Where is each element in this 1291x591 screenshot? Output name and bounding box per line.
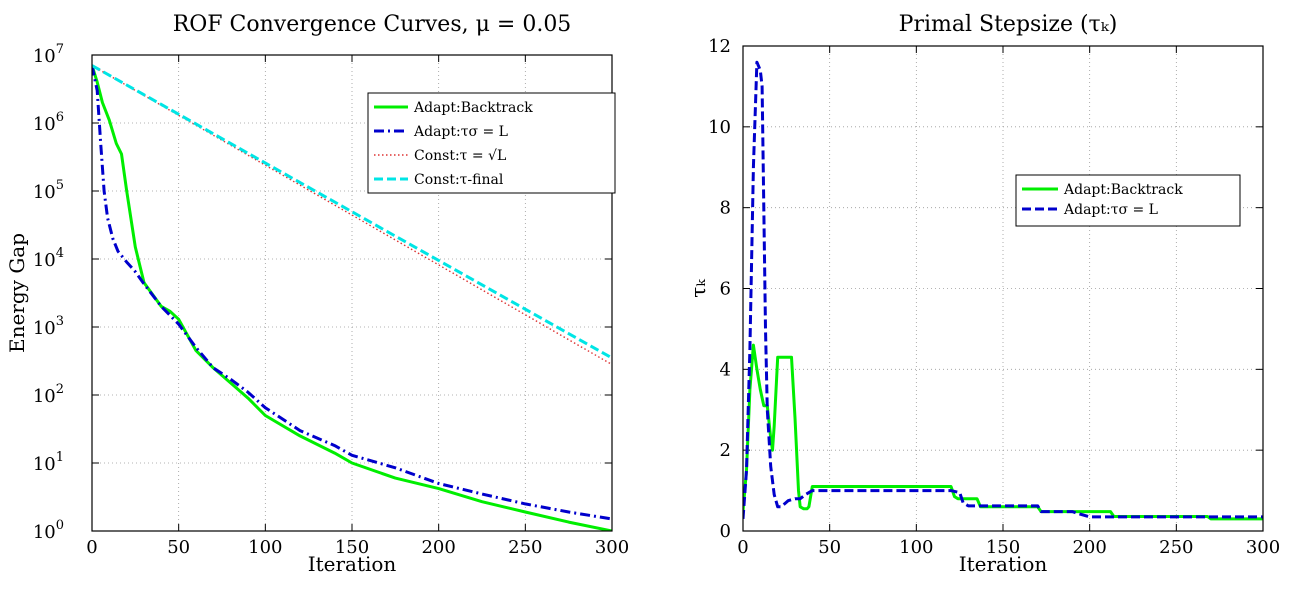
x-tick-label: 100 [899, 537, 933, 558]
x-tick-label: 50 [818, 537, 841, 558]
y-tick-label: 103 [33, 314, 64, 339]
x-tick-label: 0 [737, 537, 748, 558]
y-tick-label: 10 [708, 117, 731, 138]
y-tick-exponent: 0 [56, 518, 64, 533]
series-line-2 [743, 60, 1263, 520]
y-tick-exponent: 2 [56, 382, 64, 397]
y-tick-label: 12 [708, 36, 731, 57]
y-tick-exponent: 4 [56, 246, 64, 261]
y-tick-base: 10 [33, 318, 56, 339]
x-axis-label: Iteration [959, 552, 1048, 576]
y-tick-label: 0 [720, 521, 731, 542]
y-tick-base: 10 [33, 182, 56, 203]
series-line-4 [92, 64, 612, 360]
axes-frame [91, 54, 613, 532]
x-tick-label: 250 [1159, 537, 1193, 558]
x-tick-label: 300 [595, 537, 629, 558]
y-tick-label: 8 [720, 198, 731, 219]
legend-box [1015, 174, 1241, 227]
x-tick-label: 200 [421, 537, 455, 558]
y-tick-exponent: 6 [56, 110, 64, 125]
legend: Adapt:Backtrack Adapt:τσ = L Const:τ = √L C… [367, 92, 616, 194]
legend-label: Adapt:Backtrack [1063, 182, 1183, 198]
y-tick-label: 6 [720, 279, 731, 300]
y-tick-label: 100 [33, 518, 64, 543]
y-axis-label: τₖ [686, 279, 710, 298]
x-axis-label: Iteration [308, 552, 397, 576]
x-tick-label: 250 [508, 537, 542, 558]
y-tick-label: 101 [33, 450, 64, 475]
y-tick-exponent: 7 [56, 42, 64, 57]
chart-title: Primal Stepsize (τₖ) [899, 12, 1118, 37]
x-tick-label: 150 [986, 537, 1020, 558]
x-tick-label: 200 [1072, 537, 1106, 558]
legend-label: Adapt:Backtrack [413, 100, 533, 116]
y-tick-label: 104 [33, 246, 64, 271]
x-tick-label: 100 [248, 537, 282, 558]
x-tick-label: 300 [1246, 537, 1280, 558]
y-tick-base: 10 [33, 114, 56, 135]
series-line-1 [92, 65, 612, 531]
x-tick-label: 0 [86, 537, 97, 558]
y-tick-base: 10 [33, 250, 56, 271]
chart-1: 0 50 100 150 200 250 3001001011021031041051061… [5, 12, 629, 576]
y-axis-label: Energy Gap [5, 233, 29, 353]
legend-label: Adapt:τσ = L [413, 124, 508, 140]
y-tick-label: 106 [33, 110, 64, 135]
y-tick-label: 107 [33, 42, 64, 67]
y-tick-label: 4 [720, 359, 731, 380]
x-tick-label: 50 [167, 537, 190, 558]
legend-label: Const:τ = √L [414, 148, 506, 164]
y-tick-exponent: 3 [56, 314, 64, 329]
y-tick-base: 10 [33, 454, 56, 475]
y-tick-label: 102 [33, 382, 64, 407]
y-tick-base: 10 [33, 386, 56, 407]
y-tick-label: 2 [720, 440, 731, 461]
y-tick-exponent: 5 [56, 178, 64, 193]
series-line-2 [92, 65, 612, 521]
legend-label: Adapt:τσ = L [1063, 202, 1158, 218]
legend-box [367, 92, 616, 194]
axes-frame [742, 45, 1264, 532]
legend-label: Const:τ-final [414, 172, 504, 188]
y-tick-exponent: 1 [56, 450, 64, 465]
legend: Adapt:Backtrack Adapt:τσ = L [1015, 174, 1241, 227]
y-tick-base: 10 [33, 46, 56, 67]
y-tick-label: 105 [33, 178, 64, 203]
y-tick-base: 10 [33, 522, 56, 543]
chart-title: ROF Convergence Curves, μ = 0.05 [173, 12, 572, 37]
x-tick-label: 150 [335, 537, 369, 558]
chart-2: 0 50 100 150 200 250 300 0 2 4 6 8 10 12 Primal Stepsi… [686, 12, 1280, 576]
